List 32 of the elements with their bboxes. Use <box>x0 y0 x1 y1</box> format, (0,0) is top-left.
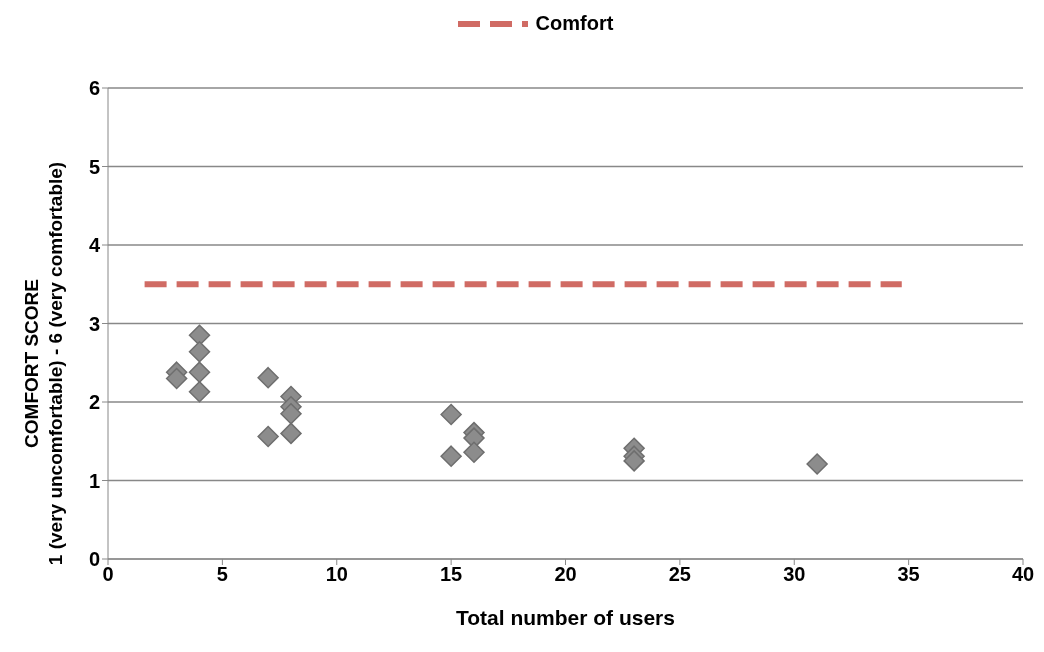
x-tick-label: 15 <box>440 563 463 586</box>
point <box>165 367 188 390</box>
point <box>188 361 211 383</box>
x-tick-label: 20 <box>554 563 577 586</box>
point <box>440 403 462 426</box>
y-tick-label: 6 <box>88 77 100 100</box>
y-tick-label: 4 <box>88 234 101 257</box>
point <box>440 445 462 467</box>
y-axis-title: COMFORT SCORE 1 (very uncomfortable) - 6 (very comfortable) <box>21 161 66 566</box>
legend-label: Comfort <box>534 12 614 35</box>
point <box>257 425 279 448</box>
point <box>188 381 211 403</box>
point <box>188 341 211 363</box>
x-tick-label: 0 <box>102 563 114 586</box>
point <box>280 422 302 445</box>
y-tick-label: 1 <box>88 469 100 492</box>
x-tick-label: 10 <box>325 563 348 586</box>
y-tick-label: 2 <box>88 391 100 414</box>
point <box>806 453 828 475</box>
x-tick-label: 40 <box>1011 563 1035 586</box>
x-tick-label: 5 <box>216 563 228 586</box>
x-tick-label: 35 <box>897 563 920 586</box>
point <box>463 441 485 463</box>
x-tick-label: 25 <box>668 563 691 586</box>
x-axis-title: Total number of users <box>456 606 675 629</box>
point <box>257 366 279 389</box>
y-tick-label: 5 <box>88 155 100 178</box>
x-tick-label: 30 <box>783 563 806 586</box>
y-tick-label: 3 <box>88 312 100 335</box>
point <box>623 450 645 472</box>
point <box>280 403 302 425</box>
y-tick-label: 0 <box>88 548 100 571</box>
